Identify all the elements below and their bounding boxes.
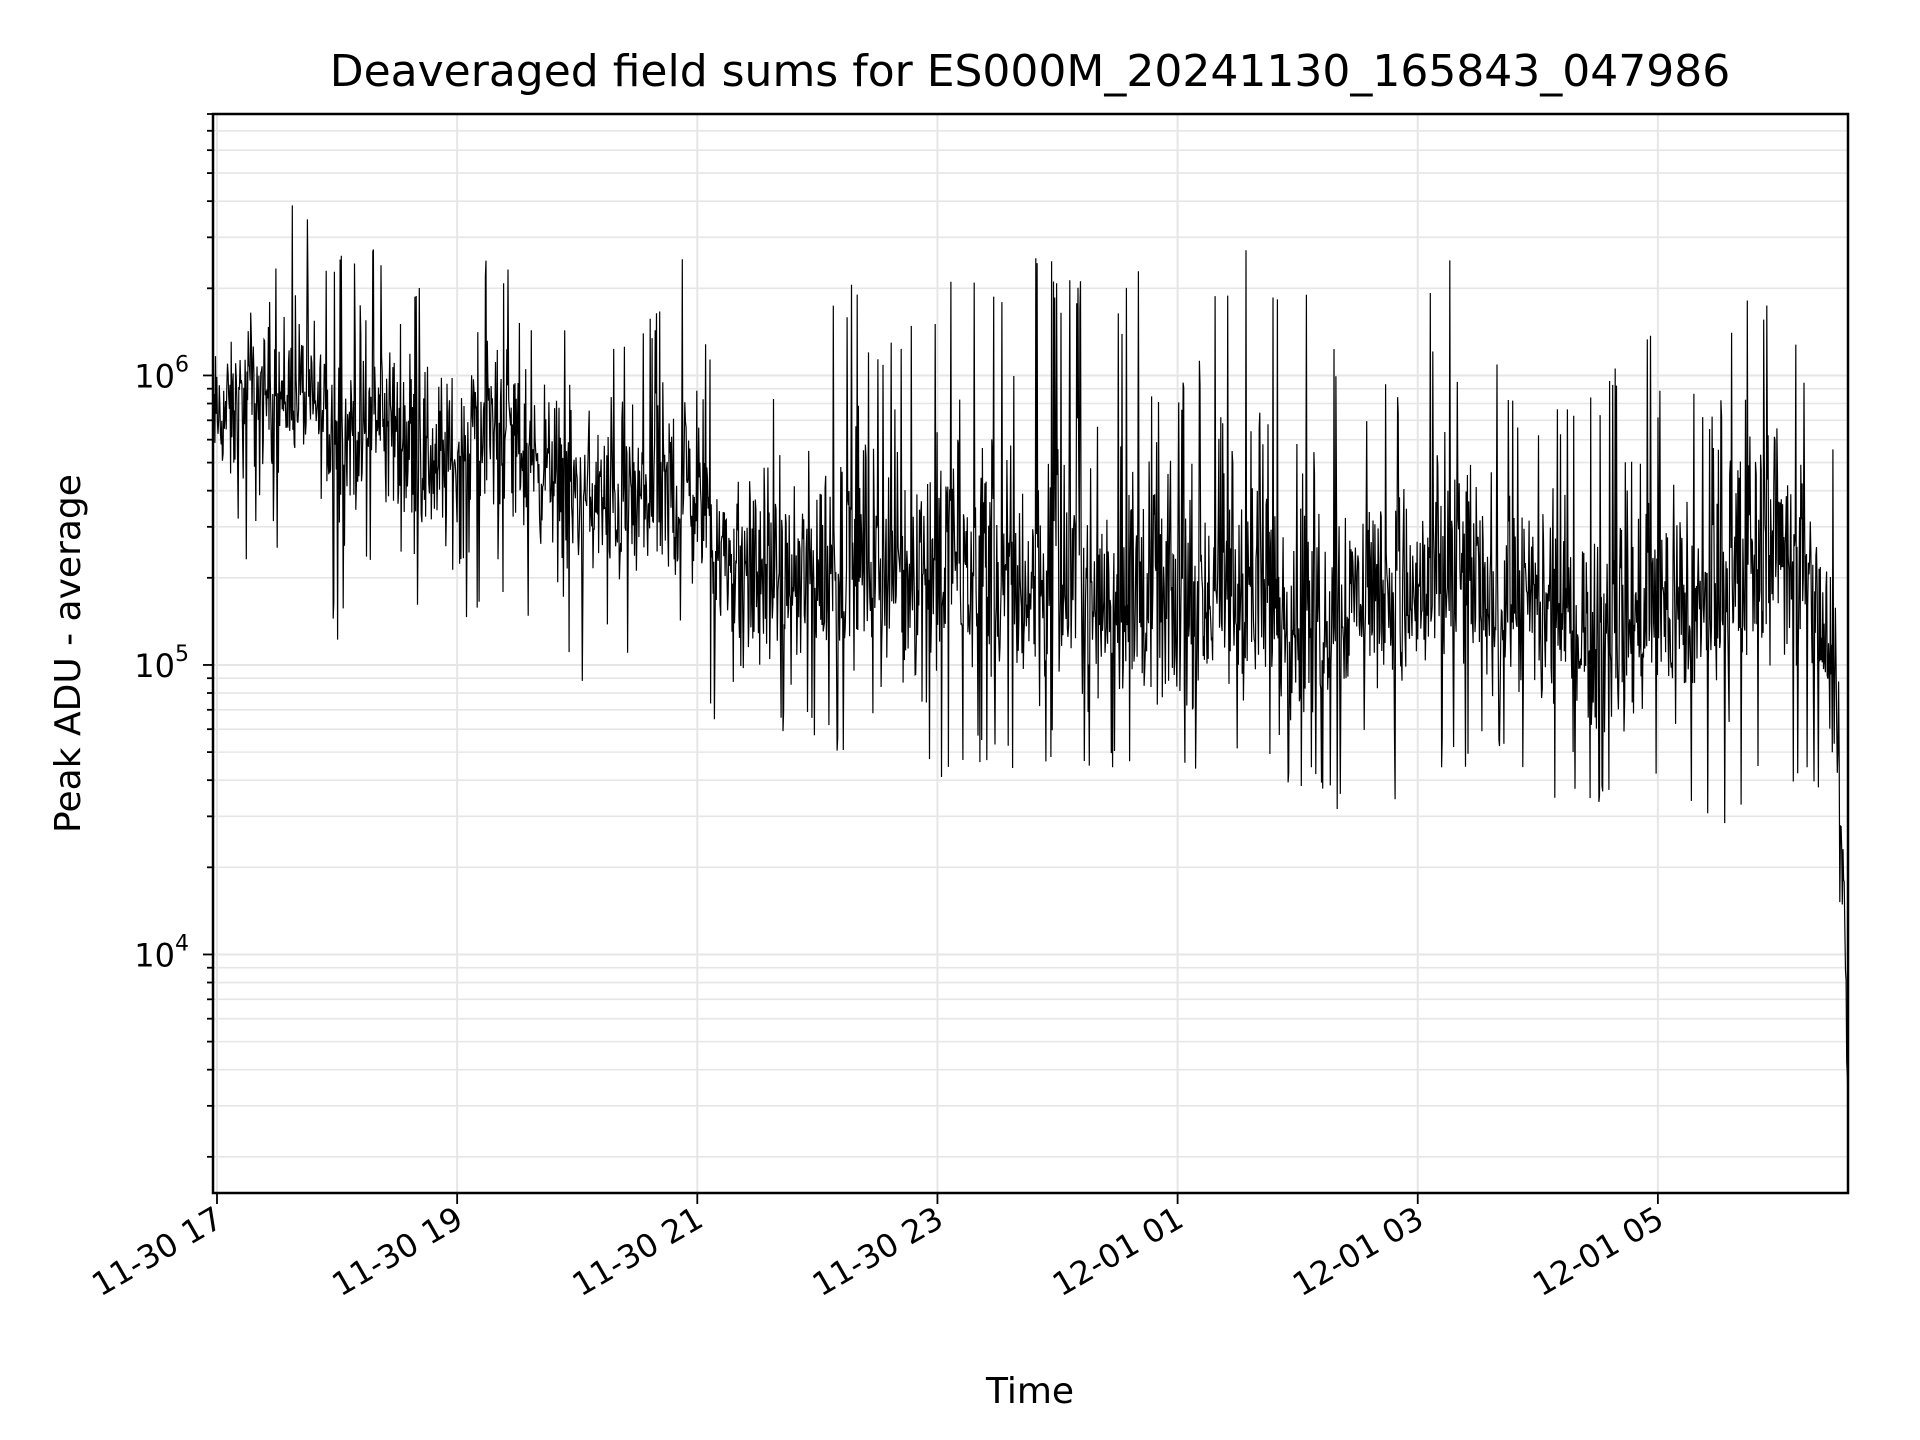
y-tick-label: 104 xyxy=(134,931,189,974)
y-axis-label: Peak ADU - average xyxy=(48,474,89,833)
series-line xyxy=(212,205,1849,1101)
grid xyxy=(213,113,1848,1193)
chart-title: Deaveraged field sums for ES000M_2024113… xyxy=(330,46,1731,97)
y-tick-label: 106 xyxy=(134,352,189,395)
plot-frame xyxy=(211,112,1850,1195)
data-series xyxy=(212,205,1849,1101)
y-tick-label: 105 xyxy=(134,642,189,685)
x-axis-label: Time xyxy=(985,1371,1074,1412)
